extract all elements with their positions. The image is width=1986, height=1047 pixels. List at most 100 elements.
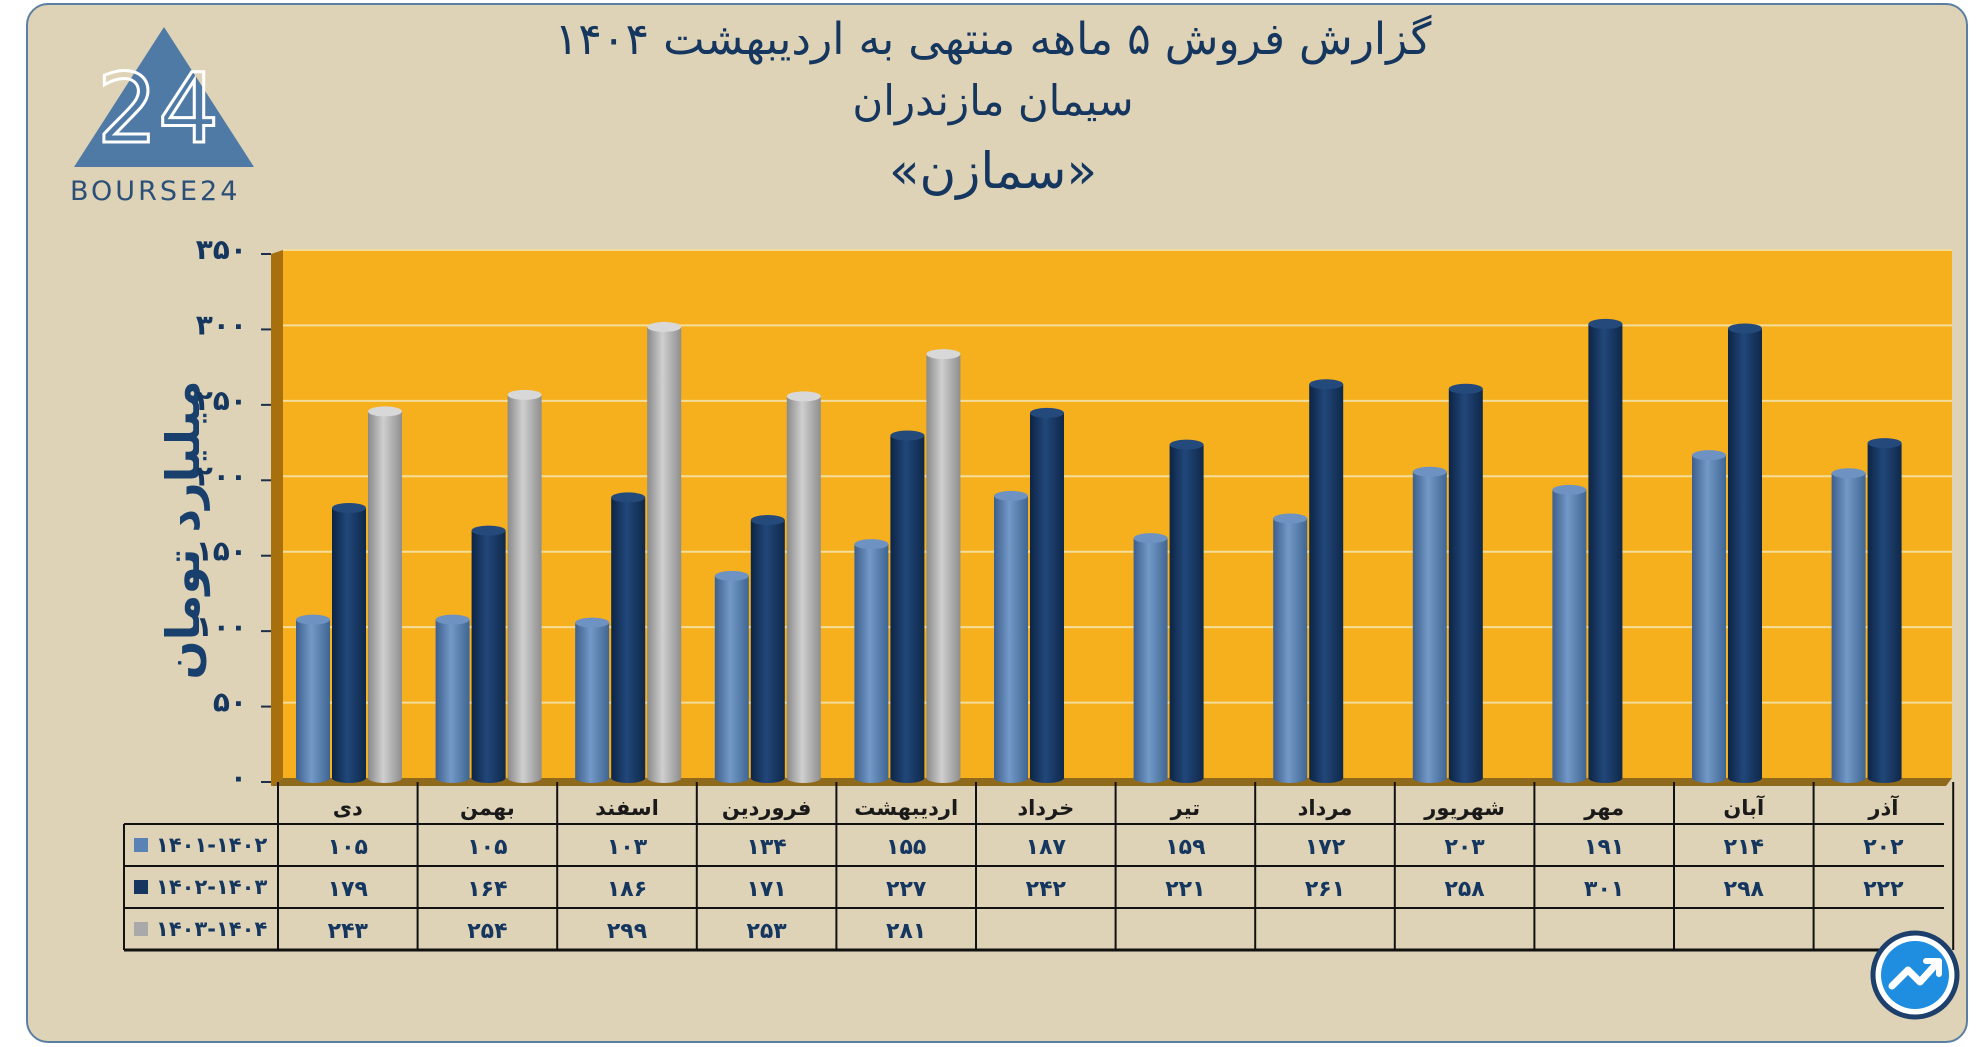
bar-top xyxy=(994,490,1028,501)
chart-title: گزارش فروش ۵ ماهه منتهی به اردیبهشت ۱۴۰۴ xyxy=(554,14,1432,65)
bar xyxy=(368,406,402,783)
legend-swatch xyxy=(134,838,148,852)
plot-side-wall xyxy=(271,250,283,786)
bar-top xyxy=(435,614,470,625)
bar xyxy=(994,490,1028,783)
bar xyxy=(786,391,821,783)
bar xyxy=(854,539,889,783)
bar-top xyxy=(1728,323,1762,334)
data-label: ۲۹۸ xyxy=(1724,877,1765,902)
data-label: ۲۴۳ xyxy=(328,919,369,944)
bar-body xyxy=(1169,444,1204,778)
bar-body xyxy=(994,495,1028,778)
category-label: آبان xyxy=(1723,795,1765,820)
bar-top xyxy=(332,502,366,513)
bar-body xyxy=(1588,323,1623,778)
data-label: ۲۸۱ xyxy=(886,919,926,944)
bar-top xyxy=(1448,383,1483,394)
bar-body xyxy=(1831,473,1866,778)
bar-bottom xyxy=(1273,773,1308,783)
y-tick-label: ۰ xyxy=(230,761,247,794)
data-label: ۱۵۹ xyxy=(1165,835,1205,860)
data-label: ۲۰۲ xyxy=(1863,835,1904,860)
data-label: ۲۵۳ xyxy=(746,919,787,944)
bar-body xyxy=(1552,489,1587,778)
data-label: ۱۹۱ xyxy=(1584,835,1624,860)
bar-bottom xyxy=(575,773,610,783)
plot-background xyxy=(283,250,1952,778)
data-label: ۱۷۲ xyxy=(1305,835,1346,860)
bar-bottom xyxy=(890,773,925,783)
bar xyxy=(926,349,961,783)
bar-bottom xyxy=(471,773,506,783)
bar-body xyxy=(1412,471,1447,778)
bourse24-logo-icon: 24 xyxy=(74,27,254,167)
data-label: ۲۲۱ xyxy=(1165,877,1205,902)
category-label: مهر xyxy=(1583,796,1624,820)
y-tick-label: ۳۵۰ xyxy=(196,233,247,266)
category-label: خرداد xyxy=(1017,796,1074,820)
data-label: ۲۲۲ xyxy=(1863,877,1904,902)
y-tick-label: ۱۰۰ xyxy=(196,610,247,643)
bar xyxy=(575,617,610,783)
legend-swatch xyxy=(134,922,148,936)
category-label: فروردین xyxy=(722,796,812,820)
bar xyxy=(296,614,330,783)
bar-top xyxy=(854,539,889,550)
legend-label: ۱۴۰۲-۱۴۰۳ xyxy=(156,875,267,899)
bar-body xyxy=(1728,328,1762,778)
bar xyxy=(647,321,682,783)
bar-top xyxy=(714,570,749,581)
data-label: ۲۴۲ xyxy=(1026,877,1067,902)
bar-top xyxy=(786,391,821,402)
bar xyxy=(1309,379,1344,783)
bar-top xyxy=(890,430,925,441)
data-label: ۲۰۳ xyxy=(1444,835,1485,860)
data-label: ۱۰۵ xyxy=(467,835,507,860)
category-label: تیر xyxy=(1170,796,1201,820)
bar xyxy=(750,515,785,783)
bar xyxy=(1831,468,1866,783)
bar-bottom xyxy=(1867,773,1902,783)
bar-bottom xyxy=(296,773,330,783)
bar xyxy=(471,525,506,783)
logo-text: BOURSE24 xyxy=(70,176,241,207)
bar-body xyxy=(575,622,610,778)
bar-body xyxy=(332,507,366,778)
bar xyxy=(1552,484,1587,783)
data-label: ۳۰۱ xyxy=(1584,877,1624,902)
bar-bottom xyxy=(1588,773,1623,783)
bar xyxy=(611,492,646,783)
bar-bottom xyxy=(1728,773,1762,783)
legend-label: ۱۴۰۳-۱۴۰۴ xyxy=(156,917,267,941)
data-label: ۱۰۵ xyxy=(328,835,368,860)
category-label: دی xyxy=(333,796,363,820)
y-tick-label: ۱۵۰ xyxy=(196,535,247,568)
data-label: ۱۵۵ xyxy=(886,835,926,860)
bar xyxy=(507,389,542,783)
bar-top xyxy=(647,321,682,332)
bar-body xyxy=(854,544,889,778)
bar xyxy=(1133,533,1168,783)
bar-body xyxy=(714,575,749,778)
data-label: ۲۹۹ xyxy=(607,919,647,944)
bar-top xyxy=(296,614,330,625)
bar-top xyxy=(1692,450,1726,461)
bar-top xyxy=(471,525,506,536)
bar-bottom xyxy=(854,773,889,783)
bar-top xyxy=(611,492,646,503)
bar-bottom xyxy=(714,773,749,783)
bar xyxy=(1588,318,1623,783)
bar xyxy=(1030,407,1064,783)
bar xyxy=(1273,513,1308,783)
y-tick-label: ۵۰ xyxy=(213,686,247,719)
category-label: شهریور xyxy=(1423,796,1505,820)
bar-bottom xyxy=(1412,773,1447,783)
bar xyxy=(1169,439,1204,783)
category-label: اردیبهشت xyxy=(854,796,958,820)
y-tick-label: ۲۰۰ xyxy=(196,459,247,492)
data-label: ۱۸۶ xyxy=(607,877,647,902)
legend-label: ۱۴۰۱-۱۴۰۲ xyxy=(156,833,267,857)
bar-bottom xyxy=(750,773,785,783)
bar-top xyxy=(1133,533,1168,544)
